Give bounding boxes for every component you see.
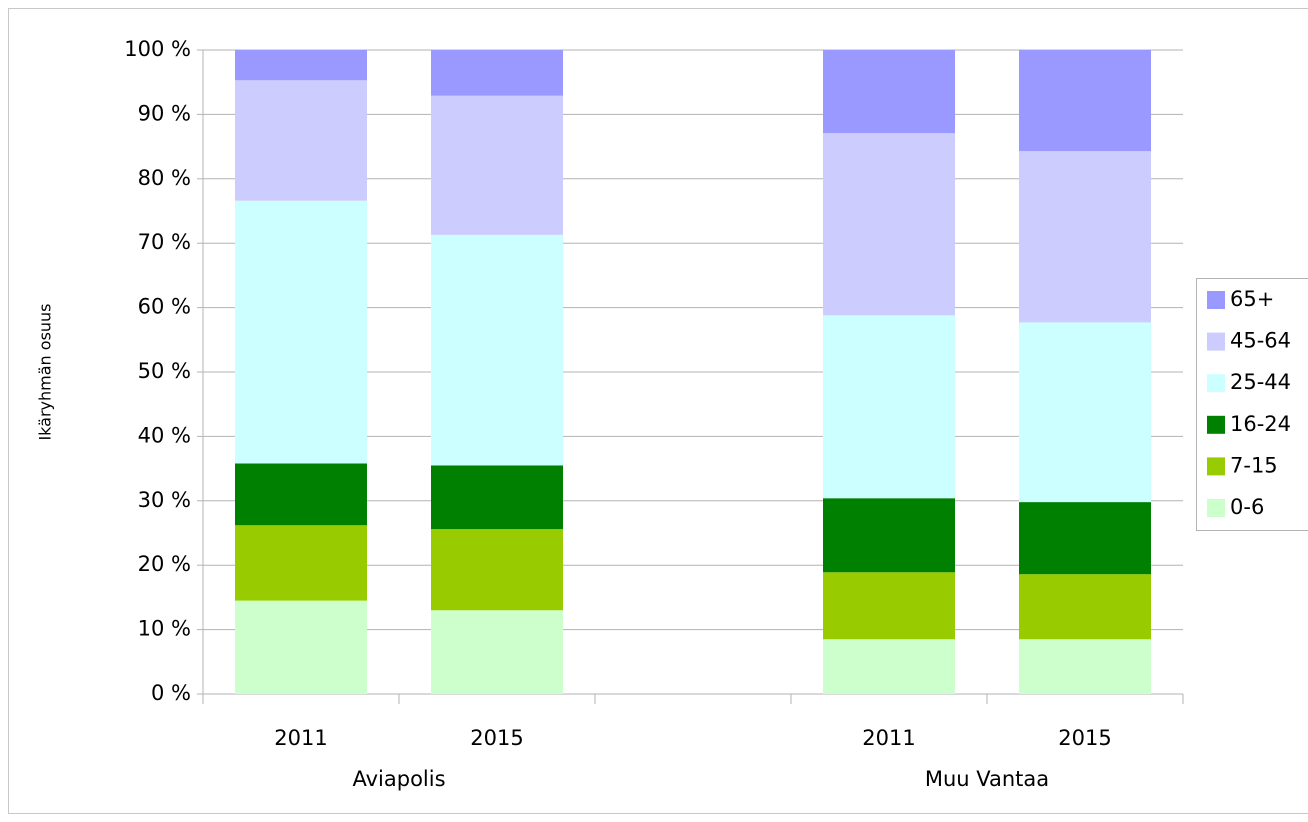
bar-segment	[823, 572, 955, 640]
legend-swatch	[1207, 374, 1225, 393]
legend-label: 25-44	[1230, 370, 1291, 394]
y-axis-label: Ikäryhmän osuus	[36, 303, 55, 440]
x-tick-label: 2015	[1058, 726, 1111, 750]
bar-segment	[431, 465, 563, 530]
bar-segment	[235, 525, 367, 601]
y-tick-label: 30 %	[138, 488, 191, 512]
bar-segment	[1019, 502, 1151, 575]
y-tick-label: 10 %	[138, 617, 191, 641]
y-tick-label: 20 %	[138, 552, 191, 576]
y-tick-label: 40 %	[138, 423, 191, 447]
y-tick-label: 100 %	[124, 37, 191, 61]
group-label: Muu Vantaa	[925, 767, 1049, 791]
bar-segment	[235, 463, 367, 526]
bar-segment	[823, 133, 955, 316]
bar-segment	[1019, 151, 1151, 323]
legend-swatch	[1207, 457, 1225, 476]
x-tick-label: 2011	[862, 726, 915, 750]
legend-label: 16-24	[1230, 412, 1291, 436]
legend-swatch	[1207, 332, 1225, 351]
bar-segment	[823, 315, 955, 499]
bar-segment	[1019, 322, 1151, 503]
group-label: Aviapolis	[352, 767, 445, 791]
legend-frame	[1196, 278, 1308, 531]
bar-segment	[431, 529, 563, 611]
legend-swatch	[1207, 499, 1225, 517]
legend-swatch	[1207, 415, 1225, 434]
bar-segment	[235, 200, 367, 464]
legend-swatch	[1207, 291, 1225, 309]
bar-segment	[431, 50, 563, 96]
y-tick-label: 50 %	[138, 359, 191, 383]
bar-segment	[823, 498, 955, 573]
bar-segment	[823, 639, 955, 694]
bar-segment	[823, 50, 955, 134]
y-tick-label: 80 %	[138, 166, 191, 190]
bar-segment	[235, 80, 367, 201]
y-tick-label: 90 %	[138, 101, 191, 125]
y-tick-label: 70 %	[138, 230, 191, 254]
legend-label: 45-64	[1230, 329, 1291, 353]
legend-label: 7-15	[1230, 453, 1278, 477]
bar-segment	[235, 50, 367, 81]
bar-segment	[431, 610, 563, 694]
x-tick-label: 2011	[274, 726, 327, 750]
bar-segment	[1019, 50, 1151, 152]
bar-segment	[235, 600, 367, 694]
bar-segment	[431, 234, 563, 466]
bar-segment	[1019, 574, 1151, 640]
bar-segment	[1019, 639, 1151, 694]
y-tick-label: 0 %	[151, 681, 191, 705]
y-tick-label: 60 %	[138, 295, 191, 319]
x-tick-label: 2015	[470, 726, 523, 750]
legend-label: 0-6	[1230, 495, 1264, 519]
legend-label: 65+	[1230, 287, 1274, 311]
bar-segment	[431, 95, 563, 235]
